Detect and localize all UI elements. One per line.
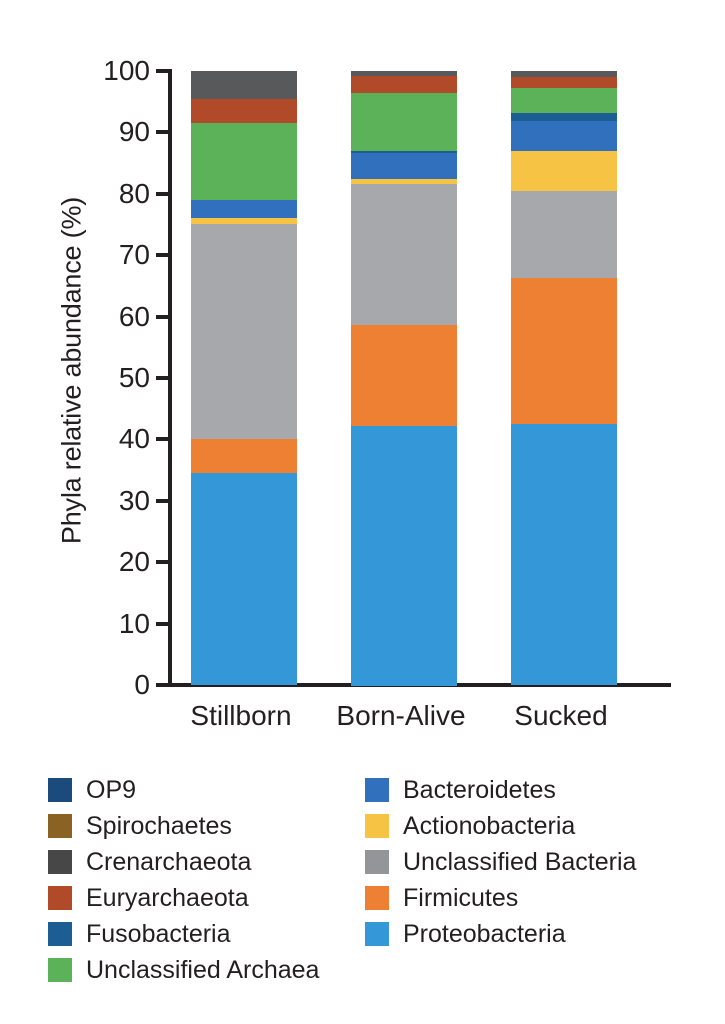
bar-segment[interactable] bbox=[191, 439, 297, 474]
y-axis-tick bbox=[156, 376, 169, 380]
legend-column-right: Bacteroidetes Actionobacteria Unclassified… bbox=[365, 772, 715, 952]
x-axis-category-label: Stillborn bbox=[190, 700, 292, 731]
legend-item-label: OP9 bbox=[86, 776, 137, 804]
y-axis-tick-label: 10 bbox=[118, 607, 150, 639]
y-axis-tick bbox=[156, 314, 169, 319]
bar-segment[interactable] bbox=[511, 191, 617, 279]
legend-swatch-icon bbox=[365, 886, 389, 910]
legend-item-label: Unclassified Archaea bbox=[86, 956, 320, 984]
legend-item-label: Firmicutes bbox=[403, 884, 519, 912]
y-axis-tick-label: 50 bbox=[118, 362, 150, 393]
legend-swatch-icon bbox=[365, 778, 389, 802]
bar-segment[interactable] bbox=[511, 151, 617, 192]
legend-item-label: Crenarchaeota bbox=[86, 848, 252, 876]
bar-segment[interactable] bbox=[351, 153, 457, 180]
y-axis-tick-label: 30 bbox=[118, 484, 150, 516]
legend-swatch-icon bbox=[48, 778, 72, 802]
legend-item[interactable]: Spirochaetes bbox=[48, 808, 378, 844]
legend-item-label: Euryarchaeota bbox=[86, 884, 249, 912]
bar-segment[interactable] bbox=[191, 223, 297, 440]
legend-item[interactable]: Unclassified Bacteria bbox=[365, 844, 715, 880]
y-axis-tick bbox=[156, 683, 169, 687]
y-axis-tick-label: 90 bbox=[118, 116, 150, 148]
legend-item[interactable]: Bacteroidetes bbox=[365, 772, 715, 808]
legend-item[interactable]: Euryarchaeota bbox=[48, 880, 378, 916]
bar-segment[interactable] bbox=[191, 98, 297, 123]
x-axis-category-label: Born-Alive bbox=[336, 700, 466, 731]
legend-swatch-icon bbox=[48, 958, 72, 982]
bar-segment[interactable] bbox=[511, 121, 617, 152]
legend-item[interactable]: Actionobacteria bbox=[365, 808, 715, 844]
bar-segment[interactable] bbox=[511, 424, 617, 685]
y-axis-tick-label: 60 bbox=[118, 300, 150, 332]
stacked-bar[interactable] bbox=[351, 71, 457, 687]
y-axis-tick-label: 100 bbox=[103, 55, 150, 86]
y-axis-tick-label: 40 bbox=[118, 423, 150, 455]
bar-segment[interactable] bbox=[191, 473, 297, 685]
bar-segment[interactable] bbox=[191, 199, 297, 219]
bar-segment[interactable] bbox=[191, 218, 297, 224]
legend-swatch-icon bbox=[48, 814, 72, 838]
legend-item-label: Unclassified Bacteria bbox=[403, 848, 637, 876]
y-axis-tick-label: 80 bbox=[118, 177, 150, 209]
y-axis-line bbox=[168, 69, 172, 687]
y-axis-tick bbox=[156, 560, 169, 565]
stacked-bar[interactable] bbox=[511, 71, 617, 685]
y-axis-tick bbox=[156, 130, 169, 135]
stacked-bar[interactable] bbox=[191, 71, 297, 685]
bar-segment[interactable] bbox=[351, 93, 457, 151]
legend-swatch-icon bbox=[365, 850, 389, 874]
bar-segment[interactable] bbox=[351, 150, 457, 154]
y-axis-tick-label: 0 bbox=[134, 669, 150, 700]
legend-swatch-icon bbox=[48, 922, 72, 946]
bar-segment[interactable] bbox=[191, 71, 297, 99]
legend-swatch-icon bbox=[48, 850, 72, 874]
bar-segment[interactable] bbox=[511, 71, 617, 78]
bar-segment[interactable] bbox=[351, 426, 457, 687]
bar-segment[interactable] bbox=[191, 122, 297, 200]
legend-swatch-icon bbox=[48, 886, 72, 910]
legend-item[interactable]: Fusobacteria bbox=[48, 916, 378, 952]
y-axis-tick-labels: 0 10 20 30 40 50 60 70 80 90 100 bbox=[78, 0, 150, 760]
x-axis-category-label: Sucked bbox=[514, 700, 608, 731]
legend-item-label: Actionobacteria bbox=[403, 812, 576, 840]
bar-segment[interactable] bbox=[511, 88, 617, 114]
y-axis-tick bbox=[156, 621, 169, 626]
legend-item[interactable]: Unclassified Archaea bbox=[48, 952, 378, 988]
y-axis-tick bbox=[156, 437, 169, 442]
legend-swatch-icon bbox=[365, 814, 389, 838]
legend-item[interactable]: OP9 bbox=[48, 772, 378, 808]
y-axis-tick-label: 20 bbox=[118, 546, 150, 578]
bar-segment[interactable] bbox=[511, 113, 617, 122]
bar-segment[interactable] bbox=[351, 325, 457, 427]
legend-column-left: OP9 Spirochaetes Crenarchaeota Euryarchaeot… bbox=[48, 772, 378, 988]
legend-item[interactable]: Firmicutes bbox=[365, 880, 715, 916]
legend-item-label: Fusobacteria bbox=[86, 920, 231, 948]
legend: OP9 Spirochaetes Crenarchaeota Euryarchaeot… bbox=[0, 772, 725, 1024]
y-axis-tick-label: 70 bbox=[118, 239, 150, 271]
legend-item-label: Proteobacteria bbox=[403, 920, 566, 948]
legend-swatch-icon bbox=[365, 922, 389, 946]
bar-segment[interactable] bbox=[351, 179, 457, 184]
bar-segment[interactable] bbox=[511, 278, 617, 424]
bar-segment[interactable] bbox=[351, 183, 457, 326]
bar-segment[interactable] bbox=[351, 71, 457, 76]
legend-item-label: Spirochaetes bbox=[86, 812, 232, 840]
y-axis-tick bbox=[156, 191, 169, 196]
y-axis-tick bbox=[156, 69, 169, 73]
bar-segment[interactable] bbox=[351, 75, 457, 94]
y-axis-tick bbox=[156, 253, 169, 258]
legend-item[interactable]: Proteobacteria bbox=[365, 916, 715, 952]
legend-item[interactable]: Crenarchaeota bbox=[48, 844, 378, 880]
y-axis-tick bbox=[156, 498, 169, 503]
bar-segment[interactable] bbox=[511, 77, 617, 89]
bars-layer bbox=[171, 71, 671, 687]
chart-container: Phyla relative abundance (%) 0 10 20 30 40 50… bbox=[57, 0, 671, 760]
legend-item-label: Bacteroidetes bbox=[403, 776, 556, 804]
